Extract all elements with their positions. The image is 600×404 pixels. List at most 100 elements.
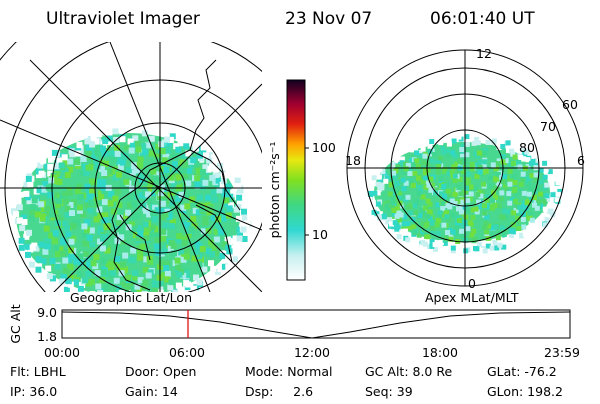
pixel [401,186,407,192]
pixel [157,190,164,197]
pixel [480,189,486,195]
pixel [453,231,459,237]
status-field: Gain: 14 [125,384,178,399]
pixel [498,196,504,202]
pixel [223,197,230,204]
pixel [168,239,175,246]
pixel [481,163,487,169]
pixel [236,235,243,242]
pixel [416,175,422,181]
pixel [500,154,506,160]
pixel [557,188,563,194]
pixel [184,203,191,210]
pixel [65,231,72,238]
pixel [76,141,83,148]
pixel [28,261,35,268]
pixel [210,245,217,252]
mlt-label: 6 [577,153,585,168]
status-panel: Flt: LBHL Door: Open Mode: Normal GC Alt: 8… [10,364,563,399]
pixel [460,152,465,158]
geographic-map [0,42,262,292]
pixel [100,142,107,148]
pixel [486,223,492,229]
pixel [511,188,517,194]
pixel [555,191,561,197]
pixel [116,214,123,221]
pixel [441,222,447,228]
pixel [85,187,92,194]
pixel [123,178,130,185]
pixel [444,210,449,216]
pixel [427,209,433,215]
pixel [62,159,69,166]
pixel [143,207,150,214]
pixel [36,187,43,194]
pixel [138,196,145,203]
pixel [134,212,141,219]
x-tick-label: 18:00 [422,345,458,360]
pixel [442,240,448,246]
pixel [94,163,101,170]
pixel [544,217,550,223]
pixel [34,211,41,218]
title: Ultraviolet Imager [46,9,200,29]
pixel [137,249,144,256]
pixel [112,174,119,181]
pixel [199,168,206,175]
pixel [490,198,495,204]
pixel [182,172,188,179]
pixel [166,140,173,147]
pixel [202,164,209,171]
pixel [77,204,83,211]
pixel [423,229,429,235]
status-field: GLon: 198.2 [487,384,563,399]
pixel [59,278,66,285]
pixel [55,251,61,258]
pixel [63,268,70,274]
pixel [34,208,41,215]
pixel [135,146,142,153]
pixel [53,245,60,252]
pixel [438,240,444,245]
pixel [148,135,155,142]
status-field: Door: Open [125,364,196,379]
pixel [64,205,71,212]
pixel [406,225,411,231]
pixel [193,145,199,152]
mlat-label: 70 [540,119,556,134]
pixel [118,290,125,292]
pixel [72,279,79,286]
pixel [451,164,457,170]
pixel [152,280,159,287]
pixel [217,163,224,170]
pixel [181,214,187,221]
pixel [473,246,478,251]
y-tick-label: 9.0 [37,305,57,320]
pixel [26,229,32,236]
pixel [141,290,148,292]
pixel [390,195,396,201]
pixel [146,186,153,193]
pixel [450,245,456,251]
pixel [169,218,176,225]
pixel [481,181,486,187]
pixel [435,202,441,208]
pixel [118,234,125,241]
pixel [446,141,452,147]
pixel [119,181,126,187]
pixel [89,291,96,292]
pixel [467,220,473,226]
pixel [550,212,556,218]
pixel [436,164,442,169]
pixel [115,220,122,227]
pixel [410,183,416,188]
pixel [51,174,58,181]
pixel [114,188,121,195]
pixel [387,191,393,197]
pixel [427,149,433,155]
pixel [483,168,489,174]
status-field: Seq: 39 [365,384,413,399]
pixel [15,198,22,205]
pixel [158,260,165,267]
pixel [114,145,121,151]
